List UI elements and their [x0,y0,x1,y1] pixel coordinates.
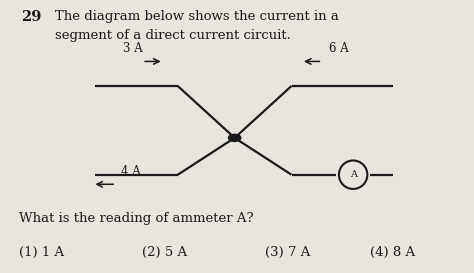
Text: 3 A: 3 A [123,41,143,55]
Text: The diagram below shows the current in a: The diagram below shows the current in a [55,10,338,23]
Text: What is the reading of ammeter A?: What is the reading of ammeter A? [19,212,254,225]
Text: 6 A: 6 A [329,41,349,55]
Text: (1) 1 A: (1) 1 A [19,246,64,259]
Text: 29: 29 [21,10,42,23]
Text: 4 A: 4 A [121,165,141,178]
Text: (3) 7 A: (3) 7 A [265,246,311,259]
Text: (4) 8 A: (4) 8 A [370,246,415,259]
Text: (2) 5 A: (2) 5 A [142,246,187,259]
Text: segment of a direct current circuit.: segment of a direct current circuit. [55,29,291,42]
Circle shape [228,134,241,141]
Text: A: A [350,170,356,179]
